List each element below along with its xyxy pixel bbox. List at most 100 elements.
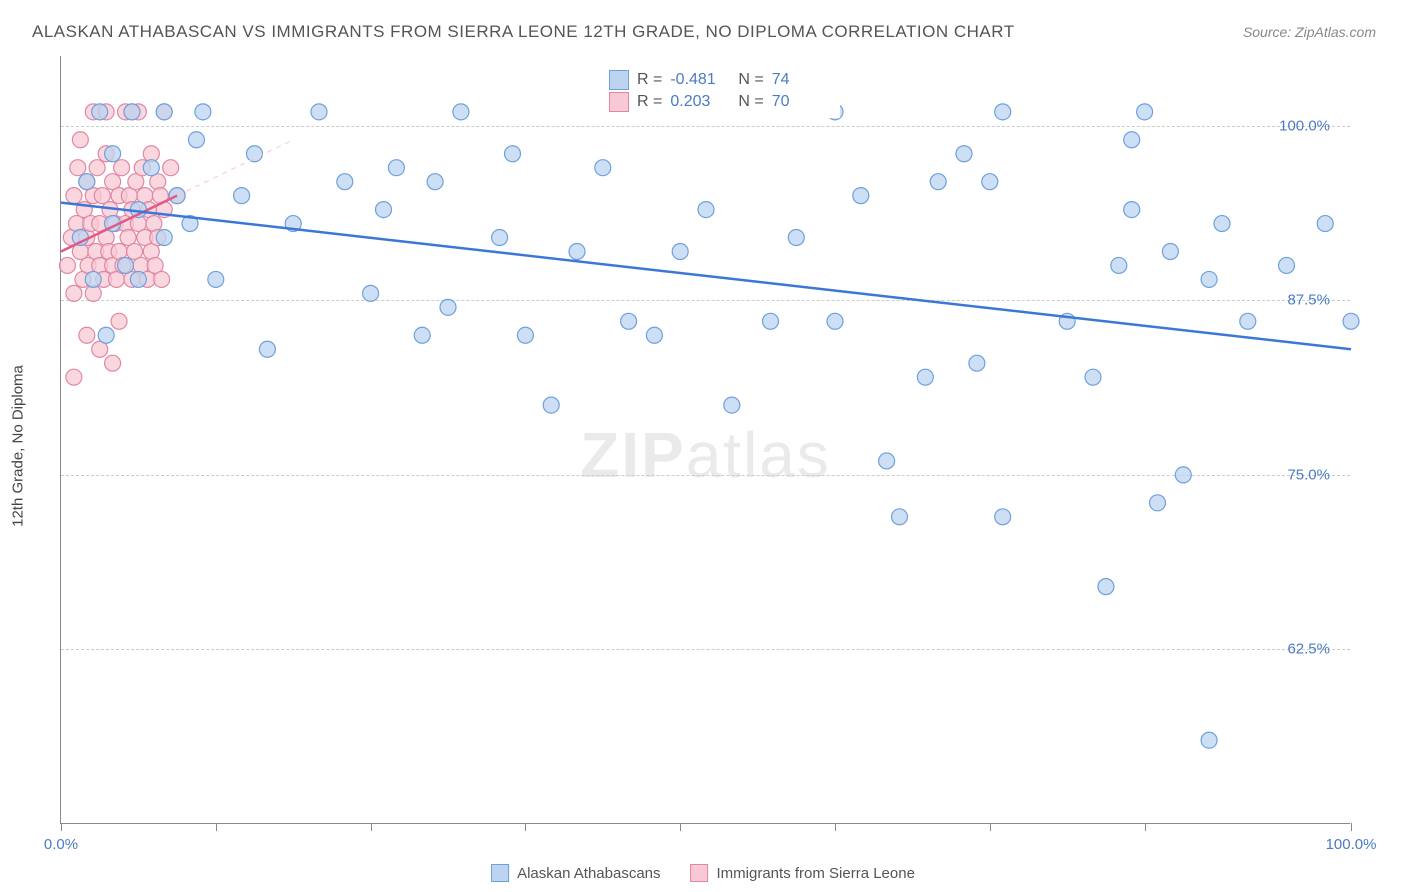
chart-title: ALASKAN ATHABASCAN VS IMMIGRANTS FROM SI… [32, 22, 1015, 42]
stats-row: R = 0.203 N = 70 [609, 92, 832, 112]
scatter-point [94, 188, 110, 204]
stats-row: R =-0.481N =74 [609, 70, 832, 90]
scatter-point [72, 132, 88, 148]
scatter-point [517, 327, 533, 343]
scatter-point [1317, 216, 1333, 232]
scatter-point [195, 104, 211, 120]
scatter-point [930, 174, 946, 190]
source-attribution: Source: ZipAtlas.com [1243, 24, 1376, 40]
scatter-point [98, 327, 114, 343]
x-tick [216, 823, 217, 831]
scatter-point [124, 104, 140, 120]
chart-svg [61, 56, 1351, 824]
scatter-point [879, 453, 895, 469]
stat-label-n: N = [738, 93, 763, 111]
x-tick [680, 823, 681, 831]
scatter-point [995, 509, 1011, 525]
scatter-point [85, 271, 101, 287]
scatter-point [414, 327, 430, 343]
x-tick [1145, 823, 1146, 831]
scatter-point [1085, 369, 1101, 385]
scatter-point [853, 188, 869, 204]
scatter-point [130, 271, 146, 287]
scatter-point [363, 285, 379, 301]
scatter-point [1279, 257, 1295, 273]
scatter-point [698, 202, 714, 218]
scatter-point [1214, 216, 1230, 232]
legend-swatch [691, 864, 709, 882]
scatter-point [1240, 313, 1256, 329]
x-tick [525, 823, 526, 831]
x-tick-label: 100.0% [1326, 836, 1377, 853]
stat-value-n: 70 [772, 93, 832, 111]
stat-value-n: 74 [772, 71, 832, 89]
scatter-point [1343, 313, 1359, 329]
scatter-point [969, 355, 985, 371]
legend-item: Alaskan Athabascans [491, 864, 660, 882]
scatter-point [646, 327, 662, 343]
scatter-point [70, 160, 86, 176]
scatter-point [154, 271, 170, 287]
scatter-point [1111, 257, 1127, 273]
scatter-point [118, 257, 134, 273]
scatter-point [156, 104, 172, 120]
scatter-point [208, 271, 224, 287]
scatter-point [492, 230, 508, 246]
x-tick [835, 823, 836, 831]
scatter-point [427, 174, 443, 190]
scatter-point [163, 160, 179, 176]
stat-value-r: -0.481 [670, 71, 730, 89]
scatter-point [66, 285, 82, 301]
scatter-point [917, 369, 933, 385]
scatter-point [66, 188, 82, 204]
x-tick [371, 823, 372, 831]
chart-plot-area: ZIPatlas 62.5%75.0%87.5%100.0%0.0%100.0%… [60, 56, 1350, 824]
scatter-point [595, 160, 611, 176]
scatter-point [92, 104, 108, 120]
scatter-point [105, 146, 121, 162]
scatter-point [995, 104, 1011, 120]
scatter-point [827, 313, 843, 329]
scatter-point [156, 230, 172, 246]
scatter-point [247, 146, 263, 162]
scatter-point [59, 257, 75, 273]
legend-item: Immigrants from Sierra Leone [691, 864, 915, 882]
scatter-point [79, 327, 95, 343]
stat-value-r: 0.203 [670, 93, 730, 111]
x-tick [1351, 823, 1352, 831]
scatter-point [1137, 104, 1153, 120]
scatter-point [505, 146, 521, 162]
scatter-point [1124, 132, 1140, 148]
trendline [61, 203, 1351, 350]
scatter-point [621, 313, 637, 329]
scatter-point [788, 230, 804, 246]
scatter-point [453, 104, 469, 120]
scatter-point [111, 313, 127, 329]
scatter-point [569, 243, 585, 259]
scatter-point [543, 397, 559, 413]
legend-label: Immigrants from Sierra Leone [717, 865, 915, 882]
scatter-point [956, 146, 972, 162]
scatter-point [66, 369, 82, 385]
scatter-point [1098, 579, 1114, 595]
scatter-point [672, 243, 688, 259]
scatter-point [1201, 732, 1217, 748]
stat-label-r: R = [637, 93, 662, 111]
scatter-point [311, 104, 327, 120]
scatter-point [724, 397, 740, 413]
scatter-point [105, 355, 121, 371]
scatter-point [337, 174, 353, 190]
legend-bottom: Alaskan Athabascans Immigrants from Sierr… [491, 864, 915, 882]
scatter-point [1201, 271, 1217, 287]
scatter-point [388, 160, 404, 176]
scatter-point [143, 160, 159, 176]
stat-label-n: N = [738, 71, 763, 89]
scatter-point [234, 188, 250, 204]
scatter-point [114, 160, 130, 176]
scatter-point [1124, 202, 1140, 218]
scatter-point [259, 341, 275, 357]
scatter-point [440, 299, 456, 315]
scatter-point [1175, 467, 1191, 483]
x-tick [990, 823, 991, 831]
scatter-point [1162, 243, 1178, 259]
